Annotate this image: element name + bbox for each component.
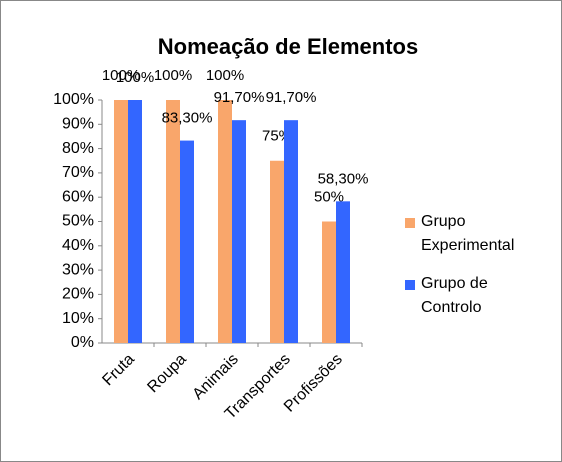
- y-tick-label: 90%: [62, 116, 94, 133]
- bar: [270, 160, 284, 343]
- data-label: 58,30%: [318, 170, 369, 187]
- data-label: 100%: [154, 67, 192, 84]
- y-tick-label: 20%: [62, 286, 94, 303]
- y-tick-label: 10%: [62, 310, 94, 327]
- legend: Grupo Experimental Grupo de Controlo: [405, 210, 555, 334]
- bar: [232, 120, 246, 343]
- y-tick-label: 80%: [62, 140, 94, 157]
- bar: [322, 221, 336, 343]
- legend-item: Grupo Experimental: [405, 210, 555, 258]
- data-label: 100%: [116, 69, 154, 86]
- data-label: 91,70%: [266, 89, 317, 106]
- y-tick-label: 70%: [62, 164, 94, 181]
- y-tick-label: 30%: [62, 261, 94, 278]
- legend-label: Grupo Experimental: [421, 213, 515, 254]
- bar: [114, 100, 128, 343]
- y-tick-label: 0%: [71, 334, 94, 351]
- bar: [166, 100, 180, 343]
- y-tick-label: 100%: [53, 91, 94, 108]
- y-tick-label: 50%: [62, 213, 94, 230]
- legend-swatch: [405, 280, 415, 290]
- bar: [284, 120, 298, 343]
- data-label: 100%: [102, 67, 140, 84]
- data-label: 100%: [206, 67, 244, 84]
- legend-item: Grupo de Controlo: [405, 272, 555, 320]
- y-tick-label: 40%: [62, 237, 94, 254]
- bar: [218, 100, 232, 343]
- data-label: 50%: [314, 188, 344, 205]
- y-tick-label: 60%: [62, 188, 94, 205]
- data-label: 91,70%: [214, 89, 265, 106]
- bar: [128, 100, 142, 343]
- data-label: 83,30%: [162, 110, 213, 127]
- legend-label: Grupo de Controlo: [421, 275, 488, 316]
- bar: [180, 140, 194, 343]
- legend-swatch: [405, 218, 415, 228]
- chart-title: Nomeação de Elementos: [158, 34, 418, 59]
- bar: [336, 201, 350, 343]
